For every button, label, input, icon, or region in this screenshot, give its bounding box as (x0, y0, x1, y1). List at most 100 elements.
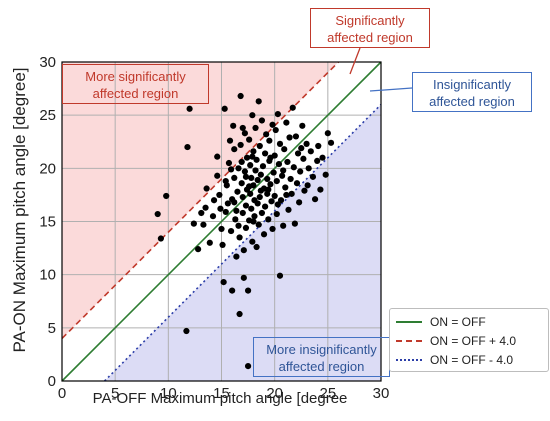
data-point-33 (233, 207, 240, 214)
x-tick-label-0: 0 (58, 385, 66, 402)
data-point-70 (254, 200, 261, 207)
data-point-12 (209, 213, 217, 220)
data-point-0 (157, 235, 164, 242)
data-point-155 (298, 145, 305, 152)
data-point-2 (163, 192, 170, 200)
data-point-5 (186, 105, 193, 112)
data-point-28 (229, 287, 236, 294)
data-point-87 (265, 216, 272, 223)
data-point-49 (242, 224, 250, 231)
data-point-4 (184, 143, 191, 151)
data-point-58 (248, 174, 255, 182)
data-point-129 (307, 148, 314, 155)
significant-region-label: Significantly affected region (310, 8, 430, 48)
more-insignificant-region-label: More insignificantly affected region (253, 337, 390, 377)
data-point-9 (202, 204, 209, 211)
data-point-109 (283, 119, 290, 126)
data-point-77 (258, 209, 266, 217)
data-point-138 (327, 139, 335, 146)
data-point-34 (233, 253, 240, 260)
data-point-94 (270, 169, 277, 176)
data-point-91 (268, 198, 275, 205)
data-point-93 (269, 225, 276, 233)
data-point-123 (299, 122, 306, 129)
data-point-43 (239, 193, 246, 201)
legend-label-equal: ON = OFF (430, 314, 486, 329)
data-point-81 (260, 231, 268, 238)
data-point-119 (293, 180, 301, 187)
data-point-120 (294, 150, 302, 157)
data-point-79 (259, 163, 267, 170)
significant-line-1: Significantly (335, 13, 405, 28)
data-point-142 (257, 187, 264, 194)
data-point-24 (225, 159, 233, 167)
data-point-116 (290, 164, 297, 171)
data-point-140 (238, 158, 245, 166)
data-point-1 (154, 210, 161, 218)
more-significant-line-1: More significantly (85, 69, 186, 84)
data-point-89 (266, 137, 273, 144)
data-point-76 (257, 171, 264, 178)
data-point-146 (227, 166, 235, 173)
legend-entry-equal: ON = OFF (396, 312, 542, 331)
data-point-59 (248, 205, 255, 212)
data-point-154 (200, 221, 207, 228)
data-point-111 (285, 206, 292, 213)
data-point-75 (256, 193, 263, 201)
data-point-112 (286, 134, 293, 141)
data-point-40 (237, 141, 244, 149)
data-point-127 (304, 182, 311, 189)
data-point-17 (218, 225, 225, 233)
data-point-130 (309, 173, 317, 180)
data-point-101 (275, 160, 283, 168)
data-point-31 (231, 174, 238, 182)
data-point-14 (214, 172, 221, 179)
data-point-19 (220, 279, 227, 286)
data-point-133 (315, 142, 322, 150)
data-point-157 (239, 124, 246, 132)
data-point-108 (282, 184, 289, 191)
data-point-45 (240, 247, 247, 254)
data-point-99 (273, 210, 280, 218)
data-point-6 (190, 220, 197, 227)
data-point-110 (284, 158, 291, 166)
data-point-113 (287, 175, 294, 183)
data-point-125 (301, 187, 308, 194)
data-point-147 (250, 218, 257, 225)
data-point-66 (252, 167, 259, 174)
data-point-84 (263, 131, 270, 138)
x-tick-label-3: 15 (213, 385, 230, 402)
data-point-10 (203, 185, 210, 192)
significant-arrow (349, 47, 361, 75)
insignificant-arrow (369, 87, 413, 92)
more-insignificant-line-2: affected region (278, 359, 365, 374)
data-point-92 (269, 121, 276, 128)
data-point-153 (210, 197, 218, 204)
data-point-61 (249, 238, 256, 245)
data-point-96 (271, 192, 278, 200)
data-point-3 (183, 327, 190, 335)
data-point-69 (253, 156, 260, 163)
data-point-46 (241, 168, 248, 175)
legend-swatch-dotted (396, 358, 422, 361)
data-point-136 (322, 171, 329, 178)
data-point-63 (250, 148, 257, 155)
data-point-78 (258, 117, 266, 124)
x-tick-label-6: 30 (373, 385, 390, 402)
data-point-47 (241, 130, 248, 137)
data-point-50 (243, 154, 251, 161)
data-point-139 (222, 177, 229, 185)
data-point-104 (277, 197, 285, 204)
data-point-32 (232, 216, 239, 223)
data-point-23 (224, 200, 231, 207)
data-point-60 (249, 112, 256, 119)
y-tick-label-3: 15 (39, 214, 56, 231)
data-point-37 (236, 310, 243, 318)
data-point-118 (292, 133, 300, 140)
y-tick-label-1: 5 (48, 320, 56, 337)
data-point-103 (276, 140, 284, 147)
x-tick-label-1: 5 (111, 385, 119, 402)
x-tick-label-4: 20 (266, 385, 283, 402)
legend-label-plus: ON = OFF + 4.0 (430, 333, 517, 348)
data-point-148 (280, 167, 287, 174)
